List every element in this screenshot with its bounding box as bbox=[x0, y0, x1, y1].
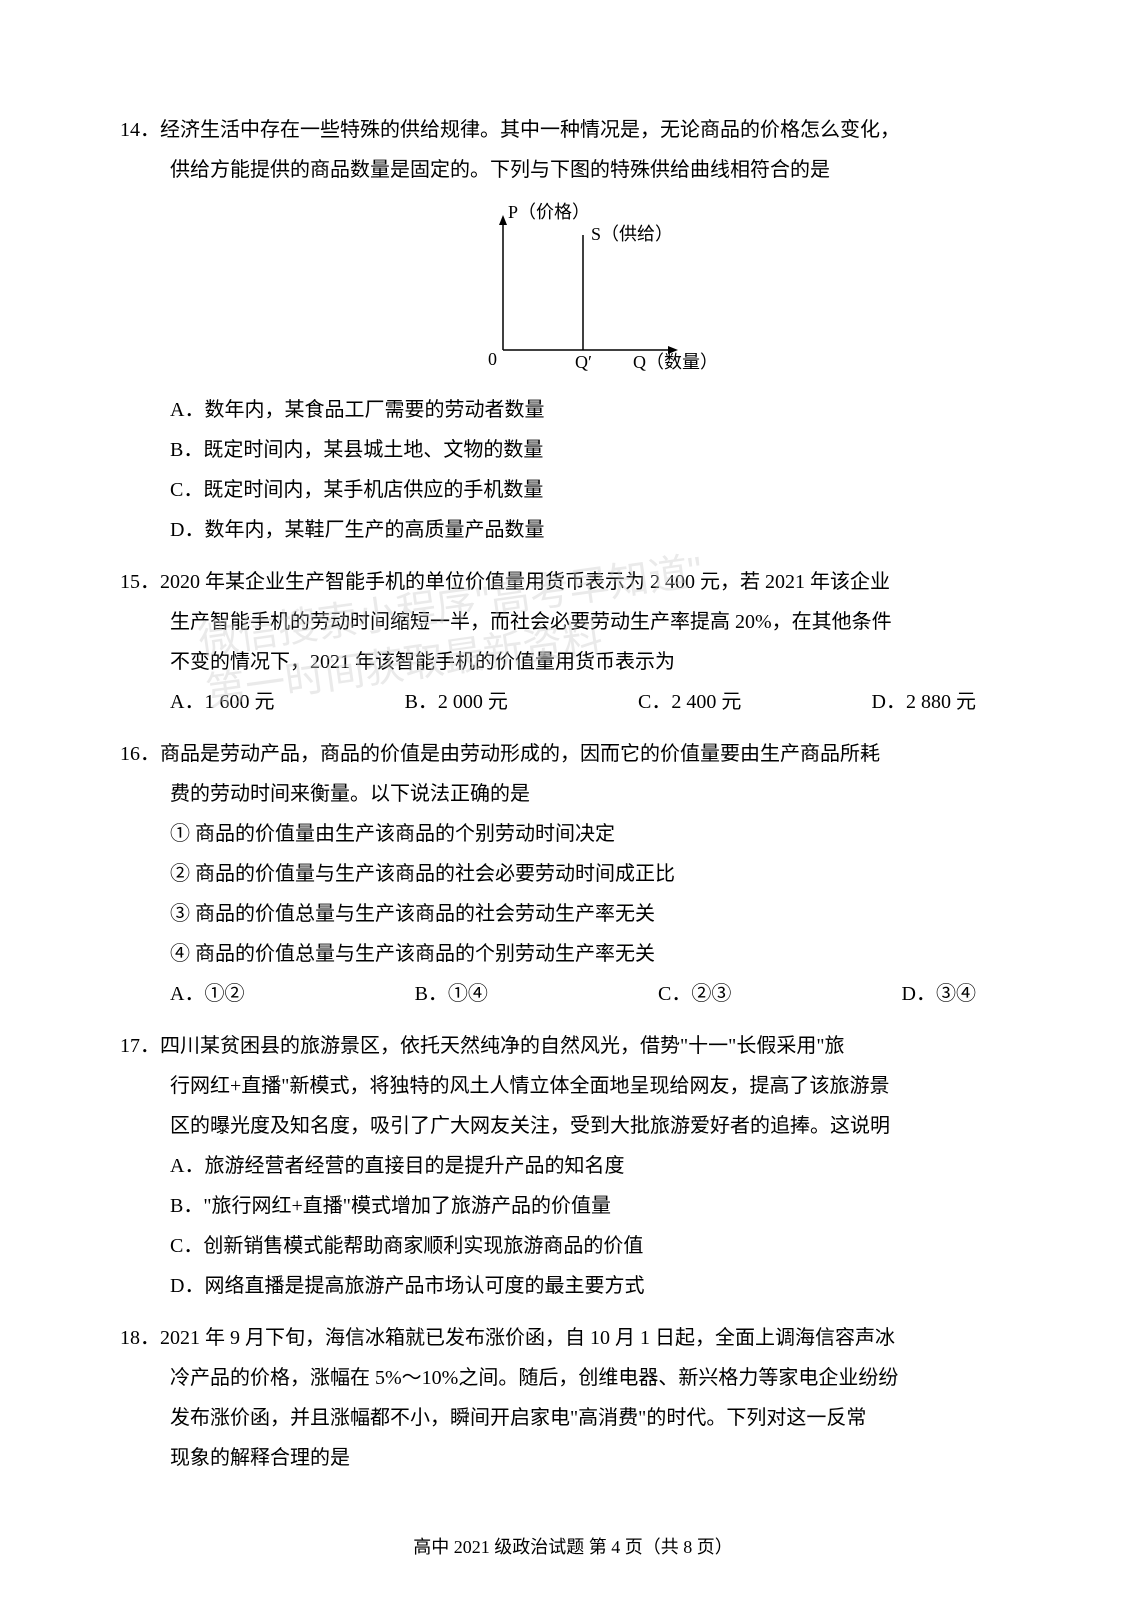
q-prime-label: Q′ bbox=[575, 352, 592, 372]
q15-option-d: D．2 880 元 bbox=[872, 682, 976, 722]
q14-line2: 供给方能提供的商品数量是固定的。下列与下图的特殊供给曲线相符合的是 bbox=[120, 150, 1026, 190]
q16-item2: ② 商品的价值量与生产该商品的社会必要劳动时间成正比 bbox=[120, 854, 1026, 894]
q17-line1: 四川某贫困县的旅游景区，依托天然纯净的自然风光，借势"十一"长假采用"旅 bbox=[160, 1035, 845, 1057]
q16-item4: ④ 商品的价值总量与生产该商品的个别劳动生产率无关 bbox=[120, 934, 1026, 974]
q17-line3: 区的曝光度及知名度，吸引了广大网友关注，受到大批旅游爱好者的追捧。这说明 bbox=[120, 1106, 1026, 1146]
q15-option-c: C．2 400 元 bbox=[638, 682, 741, 722]
q15-option-b: B．2 000 元 bbox=[405, 682, 508, 722]
q18-line2: 冷产品的价格，涨幅在 5%～10%之间。随后，创维电器、新兴格力等家电企业纷纷 bbox=[120, 1358, 1026, 1398]
x-label: Q（数量） bbox=[633, 352, 718, 372]
q17-option-d: D．网络直播是提高旅游产品市场认可度的最主要方式 bbox=[120, 1266, 1026, 1306]
q16-option-a: A．①② bbox=[170, 974, 244, 1014]
q14-chart: P（价格） S（供给） 0 Q′ Q（数量） bbox=[120, 200, 1026, 380]
q18-line4: 现象的解释合理的是 bbox=[120, 1438, 1026, 1478]
q15-number: 15． bbox=[120, 571, 160, 593]
q15-options: A．1 600 元 B．2 000 元 C．2 400 元 D．2 880 元 bbox=[120, 682, 1026, 722]
q16-line2: 费的劳动时间来衡量。以下说法正确的是 bbox=[120, 774, 1026, 814]
q16-text: 16．商品是劳动产品，商品的价值是由劳动形成的，因而它的价值量要由生产商品所耗 bbox=[120, 734, 1026, 774]
q18-text: 18．2021 年 9 月下旬，海信冰箱就已发布涨价函，自 10 月 1 日起，… bbox=[120, 1318, 1026, 1358]
q15-line2: 生产智能手机的劳动时间缩短一半，而社会必要劳动生产率提高 20%，在其他条件 bbox=[120, 602, 1026, 642]
q15-text: 15．2020 年某企业生产智能手机的单位价值量用货币表示为 2 400 元，若… bbox=[120, 562, 1026, 602]
q16-option-b: B．①④ bbox=[415, 974, 488, 1014]
q16-options: A．①② B．①④ C．②③ D．③④ bbox=[120, 974, 1026, 1014]
q17-text: 17．四川某贫困县的旅游景区，依托天然纯净的自然风光，借势"十一"长假采用"旅 bbox=[120, 1026, 1026, 1066]
q18-line3: 发布涨价函，并且涨幅都不小，瞬间开启家电"高消费"的时代。下列对这一反常 bbox=[120, 1398, 1026, 1438]
question-14: 14．经济生活中存在一些特殊的供给规律。其中一种情况是，无论商品的价格怎么变化，… bbox=[120, 110, 1026, 550]
origin-label: 0 bbox=[488, 349, 497, 369]
s-label: S（供给） bbox=[591, 224, 673, 244]
question-18: 18．2021 年 9 月下旬，海信冰箱就已发布涨价函，自 10 月 1 日起，… bbox=[120, 1318, 1026, 1478]
q16-item3: ③ 商品的价值总量与生产该商品的社会劳动生产率无关 bbox=[120, 894, 1026, 934]
q14-option-a: A．数年内，某食品工厂需要的劳动者数量 bbox=[120, 390, 1026, 430]
q17-option-a: A．旅游经营者经营的直接目的是提升产品的知名度 bbox=[120, 1146, 1026, 1186]
question-15: 15．2020 年某企业生产智能手机的单位价值量用货币表示为 2 400 元，若… bbox=[120, 562, 1026, 722]
q14-option-c: C．既定时间内，某手机店供应的手机数量 bbox=[120, 470, 1026, 510]
footer-text: 高中 2021 级政治试题 第 4 页（共 8 页） bbox=[413, 1537, 733, 1557]
y-axis-arrow bbox=[499, 215, 507, 225]
q16-number: 16． bbox=[120, 743, 160, 765]
q14-text: 14．经济生活中存在一些特殊的供给规律。其中一种情况是，无论商品的价格怎么变化， bbox=[120, 110, 1026, 150]
q18-line1: 2021 年 9 月下旬，海信冰箱就已发布涨价函，自 10 月 1 日起，全面上… bbox=[160, 1327, 895, 1349]
q14-option-b: B．既定时间内，某县城土地、文物的数量 bbox=[120, 430, 1026, 470]
q14-line1: 经济生活中存在一些特殊的供给规律。其中一种情况是，无论商品的价格怎么变化， bbox=[160, 119, 900, 141]
q15-option-a: A．1 600 元 bbox=[170, 682, 274, 722]
question-16: 16．商品是劳动产品，商品的价值是由劳动形成的，因而它的价值量要由生产商品所耗 … bbox=[120, 734, 1026, 1014]
q16-item1: ① 商品的价值量由生产该商品的个别劳动时间决定 bbox=[120, 814, 1026, 854]
q16-line1: 商品是劳动产品，商品的价值是由劳动形成的，因而它的价值量要由生产商品所耗 bbox=[160, 743, 880, 765]
q17-option-b: B．"旅行网红+直播"模式增加了旅游产品的价值量 bbox=[120, 1186, 1026, 1226]
page-footer: 高中 2021 级政治试题 第 4 页（共 8 页） bbox=[0, 1533, 1146, 1559]
q15-line1: 2020 年某企业生产智能手机的单位价值量用货币表示为 2 400 元，若 20… bbox=[160, 571, 890, 593]
q15-line3: 不变的情况下，2021 年该智能手机的价值量用货币表示为 bbox=[120, 642, 1026, 682]
q17-line2: 行网红+直播"新模式，将独特的风土人情立体全面地呈现给网友，提高了该旅游景 bbox=[120, 1066, 1026, 1106]
y-label: P（价格） bbox=[508, 202, 590, 222]
question-17: 17．四川某贫困县的旅游景区，依托天然纯净的自然风光，借势"十一"长假采用"旅 … bbox=[120, 1026, 1026, 1306]
q17-number: 17． bbox=[120, 1035, 160, 1057]
q16-option-d: D．③④ bbox=[902, 974, 976, 1014]
q14-number: 14． bbox=[120, 119, 160, 141]
q17-option-c: C．创新销售模式能帮助商家顺利实现旅游商品的价值 bbox=[120, 1226, 1026, 1266]
q18-number: 18． bbox=[120, 1327, 160, 1349]
supply-chart-svg: P（价格） S（供给） 0 Q′ Q（数量） bbox=[423, 200, 723, 380]
q16-option-c: C．②③ bbox=[658, 974, 731, 1014]
q14-option-d: D．数年内，某鞋厂生产的高质量产品数量 bbox=[120, 510, 1026, 550]
